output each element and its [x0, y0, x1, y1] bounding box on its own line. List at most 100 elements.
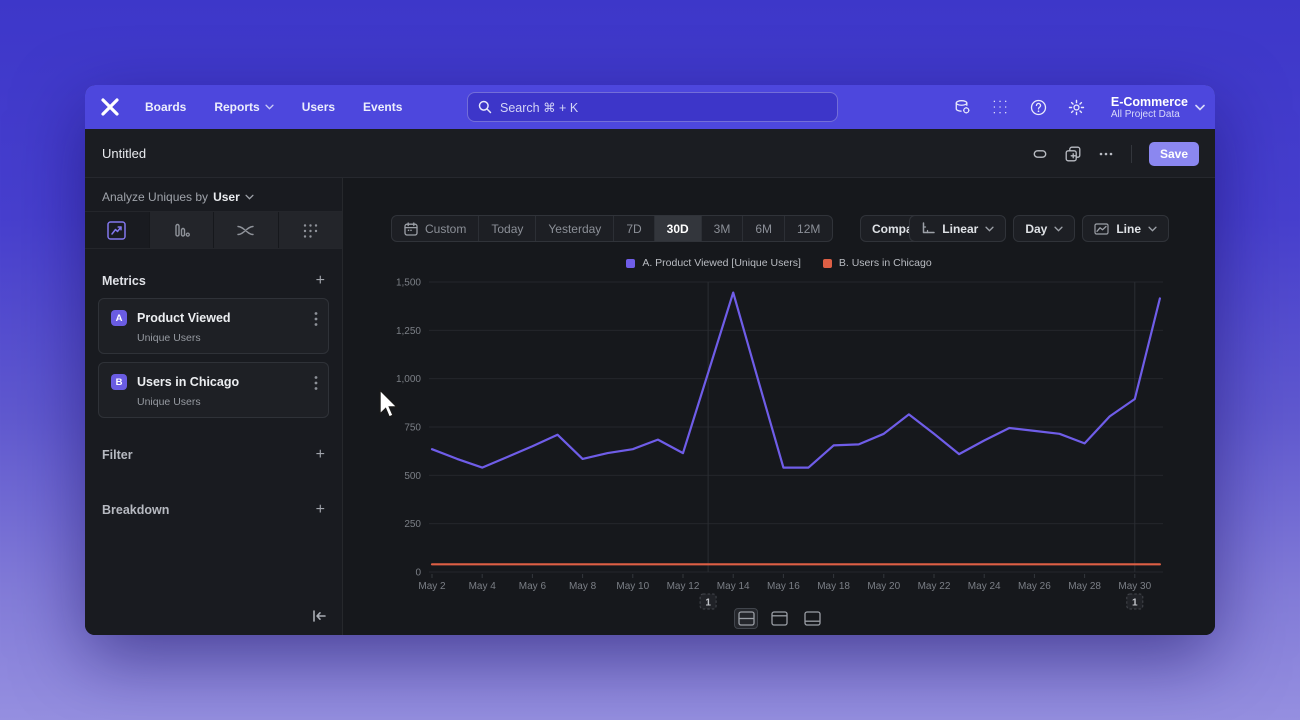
svg-text:May 22: May 22 — [918, 581, 951, 592]
range-6m[interactable]: 6M — [742, 216, 784, 241]
settings-gear-icon[interactable] — [1068, 99, 1085, 116]
charttype-dropdown[interactable]: Line — [1082, 215, 1169, 242]
metric-name: Users in Chicago — [137, 375, 240, 389]
tab-retention[interactable] — [277, 212, 342, 248]
help-icon[interactable] — [1030, 99, 1047, 116]
interval-dropdown[interactable]: Day — [1013, 215, 1076, 242]
more-ellipsis-icon[interactable] — [1098, 146, 1114, 162]
layout-bottom-toggle[interactable] — [800, 608, 824, 629]
nav-item-label: Reports — [214, 100, 260, 114]
chart-svg[interactable]: 0 250 500 750 1,000 1,250 1,500 May 2 May 4 May 6… — [343, 178, 1215, 635]
nav-item-label: Boards — [145, 100, 187, 114]
range-yesterday[interactable]: Yesterday — [535, 216, 613, 241]
range-label: 30D — [666, 221, 689, 236]
chevron-down-icon — [1054, 226, 1063, 232]
data-management-icon[interactable] — [954, 99, 971, 116]
range-label: 3M — [713, 221, 731, 236]
legend-swatch-b — [822, 258, 832, 268]
layout-top-toggle[interactable] — [767, 608, 791, 629]
nav-item-boards[interactable]: Boards — [145, 100, 186, 114]
collapse-sidebar-icon[interactable] — [310, 607, 328, 625]
kebab-menu-icon[interactable] — [314, 375, 318, 391]
svg-text:May 28: May 28 — [1068, 581, 1101, 592]
nav-item-users[interactable]: Users — [302, 100, 335, 114]
tab-funnels[interactable] — [148, 212, 213, 248]
date-range-segmented: Custom Today Yesterday 7D 30D 3M 6M 12M — [391, 215, 834, 242]
kebab-menu-icon[interactable] — [314, 311, 318, 327]
range-label: 7D — [626, 221, 642, 236]
metrics-section-header: Metrics + — [85, 272, 342, 289]
svg-text:1,500: 1,500 — [396, 278, 421, 289]
range-custom[interactable]: Custom — [392, 216, 478, 241]
range-today[interactable]: Today — [478, 216, 535, 241]
range-label: Today — [491, 221, 524, 236]
app-window: Boards Reports Users Events Search ⌘ + K… — [85, 85, 1215, 635]
nav-item-events[interactable]: Events — [363, 100, 402, 114]
chart-panel: Custom Today Yesterday 7D 30D 3M 6M 12M … — [343, 178, 1215, 635]
duplicate-icon[interactable] — [1065, 146, 1081, 162]
range-30d-selected[interactable]: 30D — [653, 216, 701, 241]
line-chart-icon — [1094, 222, 1109, 235]
search-placeholder: Search ⌘ + K — [500, 100, 579, 115]
range-7d[interactable]: 7D — [613, 216, 653, 241]
analyze-prefix: Analyze Uniques by — [102, 190, 209, 204]
chevron-down-icon — [985, 226, 994, 232]
metric-subtitle: Unique Users — [137, 396, 201, 408]
metric-badge-b: B — [111, 374, 127, 390]
mixpanel-logo[interactable] — [99, 96, 121, 118]
title-actions: Save — [1032, 129, 1199, 178]
query-sidebar: Analyze Uniques by User Metrics + A — [85, 178, 343, 635]
project-selector[interactable]: E-Commerce All Project Data — [1111, 85, 1205, 129]
search-icon — [478, 100, 492, 114]
layout-toggles — [343, 608, 1215, 629]
chart-legend: A. Product Viewed [Unique Users] B. User… — [343, 257, 1215, 269]
project-subtitle: All Project Data — [1110, 108, 1180, 120]
legend-item-b[interactable]: B. Users in Chicago — [822, 257, 932, 269]
scale-dropdown[interactable]: Linear — [909, 215, 1007, 242]
analyze-by-control[interactable]: Analyze Uniques by User — [85, 186, 342, 208]
apps-grid-icon[interactable] — [992, 99, 1009, 116]
svg-text:May 2: May 2 — [418, 581, 446, 592]
retention-tab-icon — [303, 223, 317, 238]
add-filter-button[interactable]: + — [315, 446, 325, 463]
chevron-down-icon — [1195, 104, 1205, 111]
tab-insights[interactable] — [85, 212, 149, 248]
add-breakdown-button[interactable]: + — [315, 501, 325, 518]
svg-text:May 6: May 6 — [519, 581, 547, 592]
metric-card-b[interactable]: B Users in Chicago Unique Users — [98, 362, 329, 418]
nav-icon-group — [954, 85, 1085, 129]
filter-label: Filter — [102, 448, 133, 462]
charttype-label: Line — [1116, 221, 1141, 236]
link-icon[interactable] — [1032, 146, 1048, 162]
layout-split-toggle[interactable] — [734, 608, 758, 629]
tab-flows[interactable] — [213, 212, 278, 248]
report-title[interactable]: Untitled — [102, 146, 147, 161]
nav-menu: Boards Reports Users Events — [145, 85, 402, 129]
svg-text:1,000: 1,000 — [396, 374, 421, 385]
legend-item-a[interactable]: A. Product Viewed [Unique Users] — [626, 257, 801, 269]
svg-text:0: 0 — [415, 568, 421, 579]
project-name: E-Commerce — [1110, 94, 1188, 109]
top-navbar: Boards Reports Users Events Search ⌘ + K… — [85, 85, 1215, 129]
range-3m[interactable]: 3M — [700, 216, 743, 241]
report-titlebar: Untitled Save — [85, 129, 1215, 178]
chevron-down-icon — [245, 194, 254, 200]
range-12m[interactable]: 12M — [784, 216, 832, 241]
scale-label: Linear — [942, 221, 979, 236]
metric-card-a[interactable]: A Product Viewed Unique Users — [98, 298, 329, 354]
legend-label-b: B. Users in Chicago — [838, 257, 932, 269]
save-button[interactable]: Save — [1148, 141, 1199, 166]
chevron-down-icon — [1148, 226, 1157, 232]
calendar-icon — [404, 221, 418, 236]
bar-chart-tab-icon — [175, 223, 190, 237]
add-metric-button[interactable]: + — [315, 272, 325, 289]
nav-item-label: Users — [301, 100, 336, 114]
svg-text:May 14: May 14 — [717, 581, 750, 592]
nav-item-reports[interactable]: Reports — [214, 100, 274, 114]
range-label: Yesterday — [548, 221, 602, 236]
svg-text:May 12: May 12 — [667, 581, 700, 592]
filter-section-header: Filter + — [85, 446, 342, 463]
search-input[interactable]: Search ⌘ + K — [467, 92, 838, 122]
legend-label-a: A. Product Viewed [Unique Users] — [642, 257, 801, 269]
divider — [85, 248, 342, 249]
